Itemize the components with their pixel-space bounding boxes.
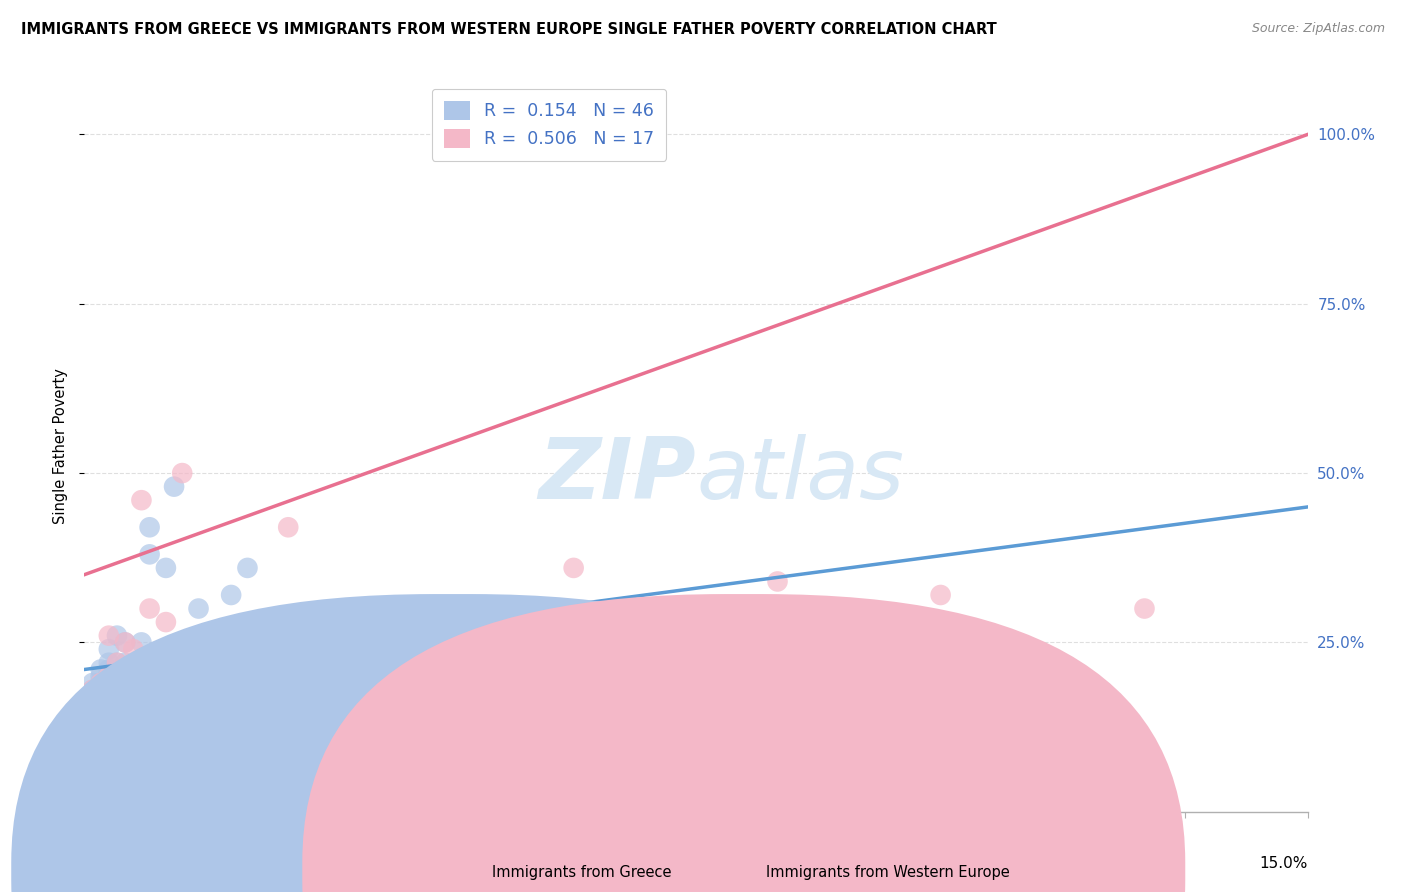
Point <box>138 520 160 534</box>
Point <box>82 676 104 690</box>
Point <box>97 629 120 643</box>
Point <box>90 676 112 690</box>
Point <box>155 615 177 629</box>
Point <box>90 676 112 690</box>
Point <box>236 561 259 575</box>
Text: ZIP: ZIP <box>538 434 696 516</box>
Point <box>122 682 145 697</box>
Text: Immigrants from Western Europe: Immigrants from Western Europe <box>766 865 1010 880</box>
Point <box>187 601 209 615</box>
Point <box>195 629 218 643</box>
Point <box>335 615 357 629</box>
Point <box>105 676 128 690</box>
Point <box>131 682 153 697</box>
Point <box>131 493 153 508</box>
Point <box>155 561 177 575</box>
Point <box>179 642 201 657</box>
Point <box>97 669 120 683</box>
Point <box>97 686 120 700</box>
Point <box>138 601 160 615</box>
Text: 15.0%: 15.0% <box>1260 855 1308 871</box>
Point <box>277 520 299 534</box>
Point <box>82 682 104 697</box>
Y-axis label: Single Father Poverty: Single Father Poverty <box>52 368 67 524</box>
Point <box>97 682 120 697</box>
Point <box>105 629 128 643</box>
Point <box>90 663 112 677</box>
Point <box>301 656 323 670</box>
Point <box>172 466 194 480</box>
Point <box>114 686 136 700</box>
Point <box>97 676 120 690</box>
Point <box>105 656 128 670</box>
Legend: R =  0.154   N = 46, R =  0.506   N = 17: R = 0.154 N = 46, R = 0.506 N = 17 <box>432 89 666 161</box>
Point <box>114 635 136 649</box>
Point <box>97 663 120 677</box>
Point <box>562 561 585 575</box>
Point <box>163 480 186 494</box>
Point <box>114 656 136 670</box>
Text: 0.0%: 0.0% <box>84 855 124 871</box>
Point <box>146 656 169 670</box>
Text: atlas: atlas <box>696 434 904 516</box>
Point <box>382 682 405 697</box>
Point <box>105 686 128 700</box>
Point <box>138 547 160 561</box>
Text: Immigrants from Greece: Immigrants from Greece <box>492 865 672 880</box>
Point <box>131 635 153 649</box>
Point <box>82 686 104 700</box>
Text: Source: ZipAtlas.com: Source: ZipAtlas.com <box>1251 22 1385 36</box>
Point <box>1133 601 1156 615</box>
Point <box>122 642 145 657</box>
Point <box>97 656 120 670</box>
Point <box>114 635 136 649</box>
Point <box>212 656 235 670</box>
Point <box>90 686 112 700</box>
Point <box>105 656 128 670</box>
Point <box>122 686 145 700</box>
Text: IMMIGRANTS FROM GREECE VS IMMIGRANTS FROM WESTERN EUROPE SINGLE FATHER POVERTY C: IMMIGRANTS FROM GREECE VS IMMIGRANTS FRO… <box>21 22 997 37</box>
Point <box>131 669 153 683</box>
Point <box>105 682 128 697</box>
Point <box>114 682 136 697</box>
Point <box>82 682 104 697</box>
Point <box>929 588 952 602</box>
Point <box>90 682 112 697</box>
Point <box>114 676 136 690</box>
Point <box>172 656 194 670</box>
Point <box>335 682 357 697</box>
Point <box>219 588 242 602</box>
Point <box>97 669 120 683</box>
Point <box>90 669 112 683</box>
Point <box>766 574 789 589</box>
Point <box>97 642 120 657</box>
Point <box>253 656 276 670</box>
